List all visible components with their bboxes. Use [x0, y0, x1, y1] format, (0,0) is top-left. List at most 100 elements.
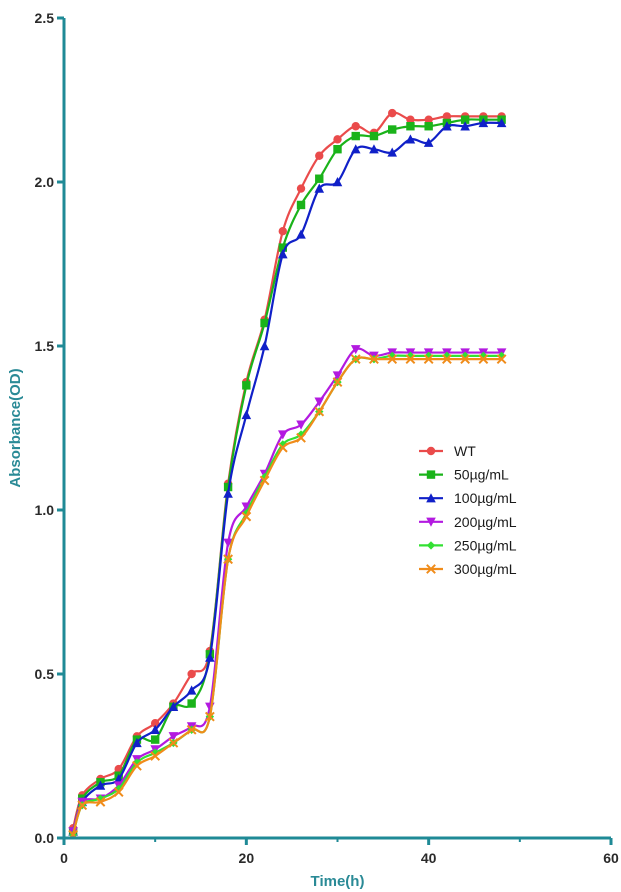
- data-point: [350, 345, 361, 355]
- series-0: [68, 108, 506, 833]
- data-point: [333, 135, 342, 144]
- data-point: [369, 144, 379, 154]
- data-point: [387, 354, 398, 365]
- data-point: [168, 732, 179, 742]
- data-point: [278, 430, 288, 440]
- data-point: [259, 341, 270, 351]
- series-line: [72, 121, 502, 832]
- data-point: [460, 354, 471, 365]
- data-point: [296, 184, 306, 193]
- legend-label: 200µg/mL: [454, 514, 517, 530]
- data-point: [77, 800, 88, 811]
- data-point: [315, 151, 324, 160]
- data-point: [296, 420, 306, 430]
- y-tick-label: 0.0: [35, 830, 55, 846]
- legend-marker: [426, 564, 436, 574]
- legend-item: 100µg/mL: [419, 490, 517, 506]
- data-point: [259, 475, 270, 486]
- data-point: [223, 538, 233, 548]
- data-point: [241, 502, 252, 512]
- data-point: [478, 354, 489, 365]
- data-point: [241, 511, 252, 522]
- data-point: [187, 669, 196, 679]
- x-tick-label: 0: [60, 850, 68, 866]
- legend-marker: [426, 470, 436, 479]
- x-axis-title: Time(h): [311, 873, 365, 890]
- legend-item: 250µg/mL: [419, 537, 517, 553]
- data-point: [223, 488, 233, 498]
- data-point: [442, 112, 452, 121]
- data-point: [332, 177, 343, 187]
- data-point: [95, 780, 106, 790]
- series-line: [72, 111, 502, 829]
- data-point: [186, 724, 197, 735]
- data-point: [369, 354, 379, 365]
- data-point: [114, 784, 123, 793]
- data-point: [332, 371, 343, 381]
- axes-layer: 0 20 40 60 0.0 0.5 1.0 1.5 2.0 2.5: [35, 10, 619, 866]
- data-point: [113, 787, 124, 797]
- data-point: [242, 381, 251, 390]
- legend-marker: [426, 446, 436, 456]
- data-point: [186, 685, 197, 695]
- data-point: [406, 115, 415, 124]
- data-point: [496, 354, 507, 365]
- data-point: [315, 174, 324, 183]
- series-4: [68, 351, 506, 839]
- data-point: [168, 737, 179, 748]
- legend-marker: [426, 517, 436, 527]
- data-point: [423, 354, 434, 365]
- data-point: [423, 137, 434, 147]
- data-point: [277, 442, 288, 453]
- data-point: [441, 354, 452, 365]
- legend-marker: [426, 541, 436, 550]
- data-point: [150, 719, 160, 728]
- y-axis-title: Absorbance(OD): [7, 368, 24, 487]
- data-point: [442, 121, 452, 131]
- data-point: [95, 797, 106, 807]
- data-point: [241, 409, 252, 420]
- data-point: [132, 758, 142, 767]
- legend-label: 100µg/mL: [454, 490, 517, 506]
- data-point: [132, 760, 142, 771]
- data-point: [478, 117, 489, 128]
- data-point: [351, 131, 360, 141]
- data-point: [496, 117, 507, 128]
- data-point: [278, 227, 287, 236]
- y-tick-label: 2.0: [35, 174, 55, 190]
- x-tick-label: 60: [603, 850, 619, 866]
- data-point: [150, 748, 160, 757]
- data-point: [296, 200, 306, 210]
- data-point: [150, 724, 160, 734]
- data-point: [388, 125, 397, 134]
- data-point: [296, 432, 306, 443]
- data-point: [405, 134, 416, 144]
- legend-item: 200µg/mL: [419, 514, 517, 530]
- data-point: [204, 711, 215, 722]
- data-point: [333, 145, 342, 154]
- data-point: [350, 354, 361, 365]
- legend-label: 300µg/mL: [454, 561, 517, 577]
- data-point: [405, 354, 416, 365]
- data-point: [332, 377, 343, 387]
- data-point: [314, 397, 325, 407]
- data-point: [460, 121, 470, 131]
- data-point: [187, 699, 196, 708]
- y-tick-label: 1.0: [35, 502, 55, 518]
- y-tick-label: 1.5: [35, 338, 55, 354]
- data-point: [387, 147, 397, 157]
- data-point: [168, 701, 179, 711]
- data-point: [150, 751, 161, 761]
- series-2: [68, 117, 507, 836]
- data-point: [150, 735, 160, 744]
- x-tick-label: 40: [421, 850, 437, 866]
- legend-item: 300µg/mL: [419, 561, 517, 577]
- legend-item: 50µg/mL: [419, 467, 509, 483]
- data-point: [406, 122, 415, 131]
- data-point: [350, 144, 361, 154]
- y-tick-label: 2.5: [35, 10, 55, 26]
- series-layer: [68, 108, 507, 840]
- data-point: [278, 243, 287, 252]
- legend-item: WT: [419, 443, 476, 459]
